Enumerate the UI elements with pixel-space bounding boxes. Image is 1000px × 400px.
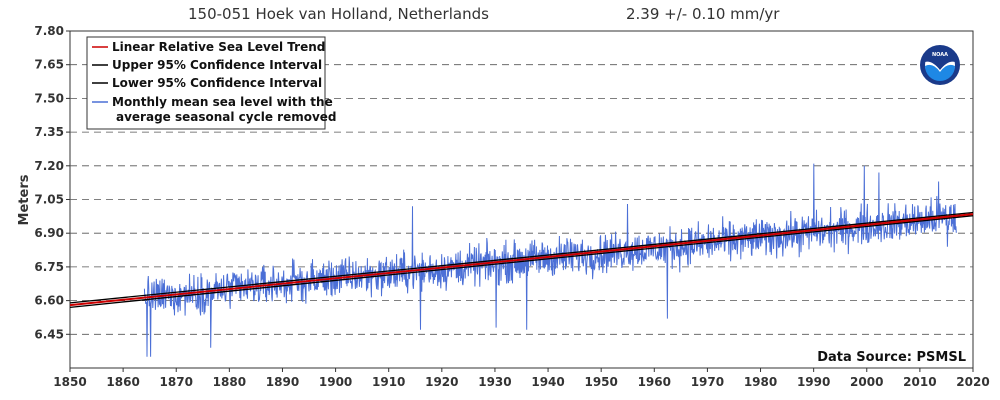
legend: Linear Relative Sea Level Trend Upper 95… — [86, 36, 337, 130]
y-tick-label: 7.65 — [34, 58, 64, 72]
x-tick-label: 1910 — [372, 375, 405, 389]
y-tick-label: 7.50 — [34, 91, 64, 105]
x-tick-label: 2000 — [850, 375, 883, 389]
x-tick-label: 1900 — [319, 375, 352, 389]
y-tick-label: 6.60 — [34, 294, 64, 308]
y-tick-label: 6.90 — [34, 226, 64, 240]
x-tick-label: 1880 — [213, 375, 246, 389]
series-linear-trend — [69, 213, 974, 307]
x-tick-label: 1960 — [638, 375, 671, 389]
x-tick-label: 1920 — [425, 375, 458, 389]
x-tick-label: 1990 — [797, 375, 830, 389]
x-tick-label: 2010 — [903, 375, 936, 389]
y-axis-ticks: 6.45 6.60 6.75 6.90 7.05 7.20 7.35 7.50 7.65 7.80 — [34, 24, 70, 341]
x-tick-label: 1970 — [691, 375, 724, 389]
y-tick-label: 7.20 — [34, 159, 64, 173]
y-tick-label: 6.75 — [34, 260, 64, 274]
legend-label-monthly-line1: Monthly mean sea level with the — [112, 95, 333, 109]
series-monthly-mean-sea-level — [143, 163, 957, 357]
trend-rate-label: 2.39 +/- 0.10 mm/yr — [626, 5, 780, 23]
data-source-label: Data Source: PSMSL — [817, 350, 966, 365]
legend-label-lower-ci: Lower 95% Confidence Interval — [112, 76, 322, 90]
y-axis-label: Meters — [17, 174, 32, 225]
y-tick-label: 7.35 — [34, 125, 64, 139]
x-tick-label: 1950 — [584, 375, 617, 389]
x-tick-label: 1980 — [744, 375, 777, 389]
y-tick-label: 7.05 — [34, 193, 64, 207]
legend-label-upper-ci: Upper 95% Confidence Interval — [112, 58, 322, 72]
legend-label-monthly-line2: average seasonal cycle removed — [116, 110, 337, 124]
x-tick-label: 2020 — [956, 375, 989, 389]
series-upper-95-ci — [69, 211, 974, 304]
x-tick-label: 1930 — [478, 375, 511, 389]
y-tick-label: 7.80 — [34, 24, 64, 38]
noaa-logo-icon: NOAA — [920, 45, 960, 85]
chart-title: 150-051 Hoek van Holland, Netherlands — [188, 5, 489, 23]
legend-box — [86, 36, 326, 130]
x-tick-label: 1890 — [266, 375, 299, 389]
x-tick-label: 1870 — [160, 375, 193, 389]
y-tick-label: 6.45 — [34, 327, 64, 341]
legend-label-trend: Linear Relative Sea Level Trend — [112, 40, 325, 54]
series-lower-95-ci — [69, 215, 974, 308]
x-tick-label: 1940 — [531, 375, 564, 389]
x-tick-label: 1850 — [53, 375, 86, 389]
x-axis-ticks: 1850 1860 1870 1880 1890 1900 1910 1920 1930 1940… — [53, 368, 990, 389]
x-tick-label: 1860 — [106, 375, 139, 389]
logo-text: NOAA — [932, 52, 948, 58]
